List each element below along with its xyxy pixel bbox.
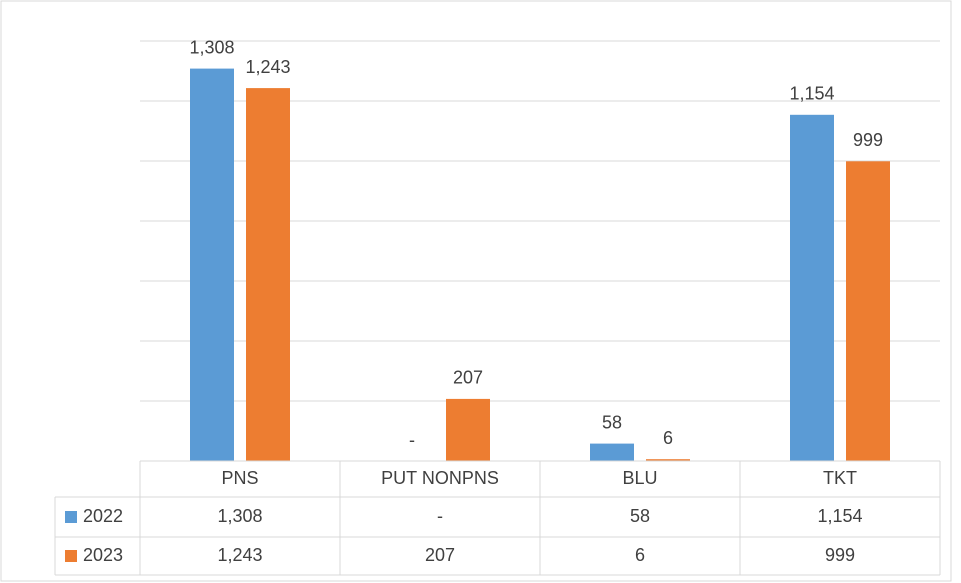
data-label: 1,154 <box>789 84 834 104</box>
table-cell: 58 <box>630 506 650 526</box>
data-label: - <box>409 430 415 450</box>
bar <box>190 68 234 461</box>
table-cell: 1,154 <box>817 506 862 526</box>
data-label: 58 <box>602 412 622 432</box>
bar <box>790 114 834 462</box>
bar <box>590 443 634 461</box>
table-cell: 6 <box>635 545 645 565</box>
data-label: 1,243 <box>245 57 290 77</box>
table-cell: - <box>437 506 443 526</box>
table-cell: 1,308 <box>217 506 262 526</box>
table-cell: 207 <box>425 545 455 565</box>
bar <box>246 88 290 461</box>
data-label: 207 <box>453 368 483 388</box>
x-tick-label: BLU <box>622 468 657 488</box>
table-cell: 1,243 <box>217 545 262 565</box>
data-label: 1,308 <box>189 37 234 57</box>
bar <box>646 459 690 461</box>
legend-label: 2022 <box>83 506 123 526</box>
legend-label: 2023 <box>83 545 123 565</box>
bar <box>446 398 490 461</box>
x-tick-label: PNS <box>221 468 258 488</box>
legend-swatch <box>65 511 77 523</box>
x-tick-label: PUT NONPNS <box>381 468 499 488</box>
bar <box>846 161 890 462</box>
data-label: 999 <box>853 130 883 150</box>
legend-swatch <box>65 550 77 562</box>
x-tick-label: TKT <box>823 468 857 488</box>
data-label: 6 <box>663 428 673 448</box>
table-cell: 999 <box>825 545 855 565</box>
